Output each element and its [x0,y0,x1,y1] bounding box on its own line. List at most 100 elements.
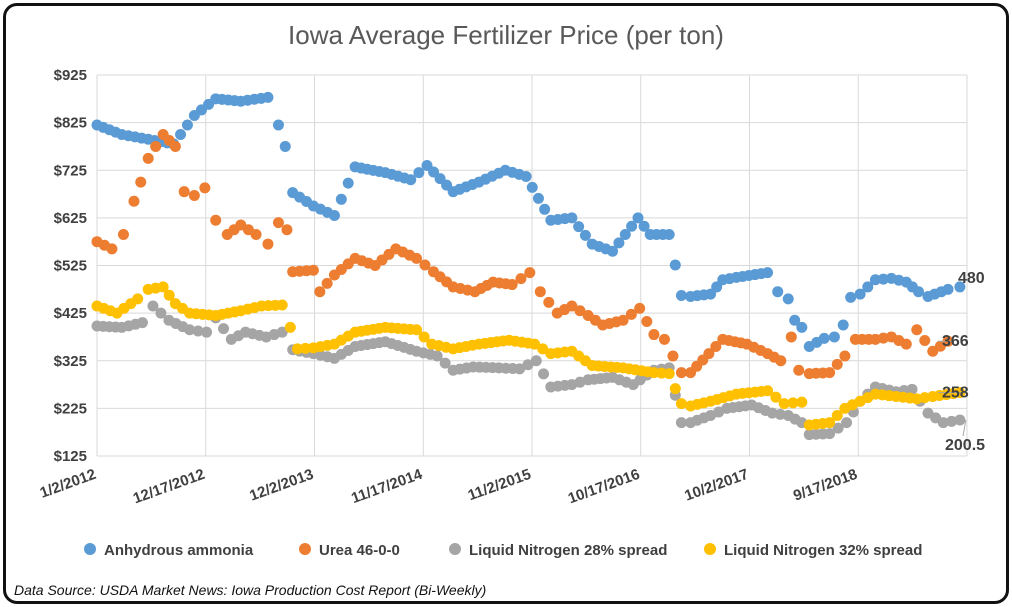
data-point [175,129,187,141]
data-point [418,331,430,343]
data-point [532,192,544,204]
data-point [157,281,169,293]
data-point [284,321,296,333]
data-point [675,367,687,379]
legend-marker [449,543,461,555]
data-point [775,355,787,367]
data-point [574,305,586,317]
data-point [954,414,966,426]
data-point [566,212,578,224]
data-point [515,273,527,285]
legend-label: Urea 46-0-0 [319,542,400,559]
data-point [912,286,924,298]
data-point [413,167,425,179]
data-point [669,383,681,395]
data-point [328,209,340,221]
legend-label: Liquid Nitrogen 28% spread [469,542,667,559]
data-point [534,286,546,298]
data-point [634,302,646,314]
data-point [272,217,284,229]
data-point [839,350,851,362]
data-point [299,342,311,354]
data-point [573,221,585,233]
data-point [142,152,154,164]
data-point [710,340,722,352]
data-point [335,193,347,205]
data-point [439,357,451,369]
data-point [824,428,836,440]
data-point [841,417,853,429]
data-point [869,274,881,286]
data-point [831,358,843,370]
data-point [181,119,193,131]
data-point [530,355,542,367]
data-point [155,307,167,319]
y-tick-label: $725 [54,162,87,179]
data-point [262,91,274,103]
data-point [307,264,319,276]
data-point [419,259,431,271]
data-point [845,291,857,303]
data-point [703,348,715,360]
data-point [663,229,675,241]
data-point [276,326,288,338]
data-point [828,331,840,343]
x-tick-label: 12/17/2012 [131,466,207,508]
data-point [314,286,326,298]
data-point [793,364,805,376]
data-point [877,273,889,285]
data-point [276,299,288,311]
data-point [262,238,274,250]
source-note: Data Source: USDA Market News: Iowa Prod… [14,582,487,598]
y-tick-label: $525 [54,258,87,275]
data-point [796,396,808,408]
data-point [279,140,291,152]
data-point [711,281,723,293]
data-point [291,343,303,355]
data-point [785,331,797,343]
data-point [163,289,175,301]
data-point [675,290,687,302]
data-point [218,323,230,335]
data-point [663,368,675,380]
end-value-label: 480 [958,270,985,287]
data-point [937,417,949,429]
legend-marker [299,543,311,555]
end-value-label: 258 [942,385,969,402]
data-point [770,391,782,403]
data-point [946,415,958,427]
data-point [150,140,162,152]
data-point [526,181,538,193]
data-point [431,350,443,362]
data-point [128,195,140,207]
data-point [789,314,801,326]
data-point [405,174,417,186]
y-tick-label: $925 [54,67,87,84]
data-point [796,321,808,333]
data-point [625,308,637,320]
data-point [626,220,638,232]
y-tick-label: $125 [54,448,87,465]
data-point [824,417,836,429]
data-point [824,367,836,379]
data-point [675,417,687,429]
data-point [272,119,284,131]
data-point [954,281,966,293]
data-point [617,314,629,326]
data-point [911,324,923,336]
data-point [201,326,213,338]
x-tick-label: 1/2/2012 [38,466,99,502]
x-tick-label: 10/2/2017 [682,466,751,505]
data-point [537,343,549,355]
data-point [539,203,551,215]
y-tick-label: $825 [54,115,87,132]
data-point [900,338,912,350]
data-point [106,243,118,255]
data-point [632,212,644,224]
y-tick-label: $225 [54,400,87,417]
data-point [638,220,650,232]
data-point [837,319,849,331]
data-point [178,186,190,198]
data-point [147,300,159,312]
